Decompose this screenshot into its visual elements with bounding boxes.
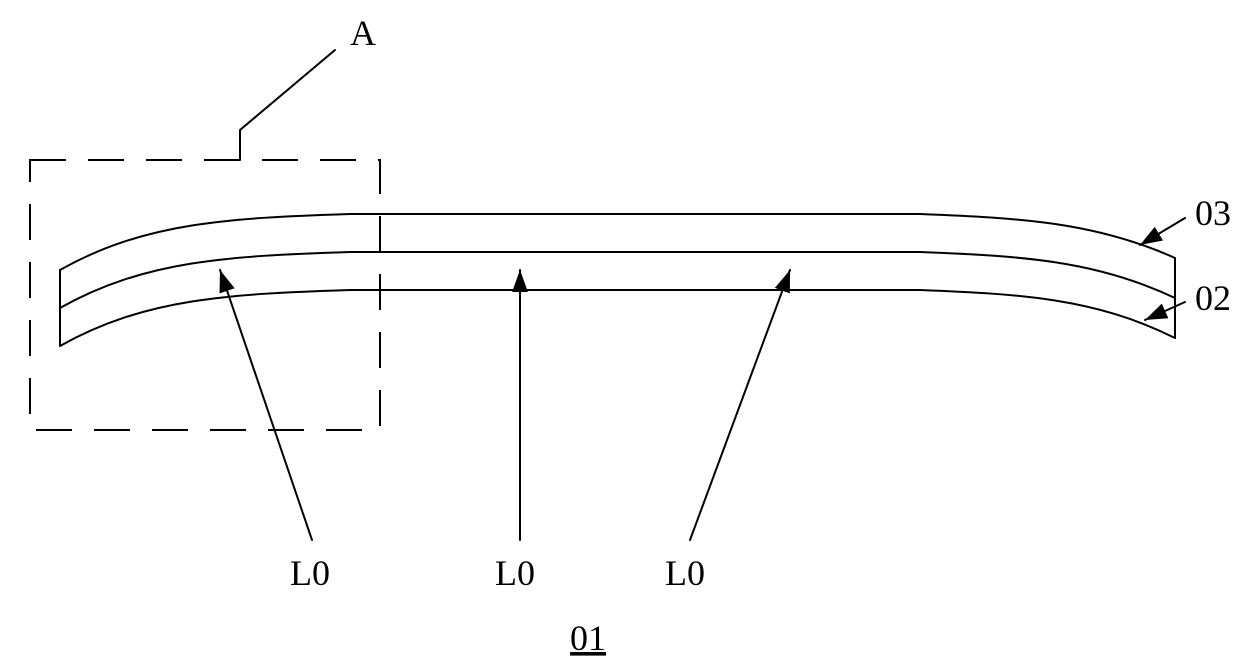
label-L0-right: L0 [665, 553, 705, 593]
label-L0-mid-arrowhead [512, 270, 528, 292]
label-A: A [350, 13, 376, 53]
label-L0-left: L0 [290, 553, 330, 593]
figure-number: 01 [570, 618, 606, 658]
leader-lines [220, 50, 1185, 540]
detail-region-box [30, 160, 380, 430]
label-L0-left-arrowhead [220, 270, 235, 293]
label-02-callout: 02 [1195, 278, 1231, 318]
label-03-callout: 03 [1195, 193, 1231, 233]
layer-03-top-edge [60, 214, 1175, 270]
label-L0-left-leader [220, 270, 312, 540]
label-02-arrowhead [1145, 304, 1168, 320]
layer-02-bottom-edge [60, 290, 1175, 346]
label-L0-right-leader [690, 270, 790, 540]
diagram-canvas: A 03 02 L0 L0 L0 01 [0, 0, 1240, 668]
label-A-leader [240, 50, 335, 160]
label-L0-mid: L0 [495, 553, 535, 593]
label-03-arrowhead [1140, 227, 1163, 245]
